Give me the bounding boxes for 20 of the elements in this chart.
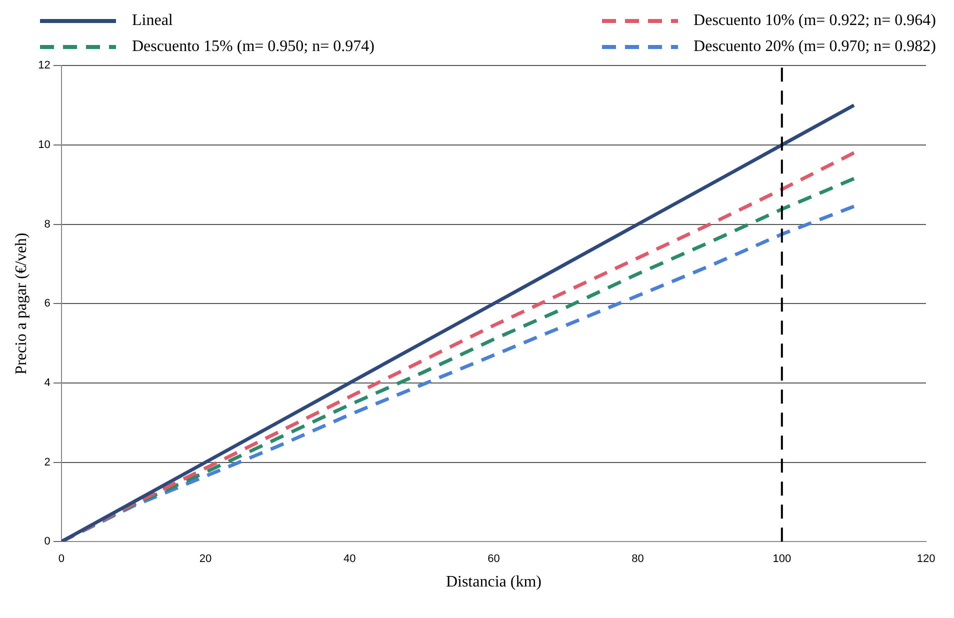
x-tick-label: 20: [199, 553, 212, 566]
x-tick-label: 100: [772, 553, 792, 566]
x-tick-label: 120: [916, 553, 936, 566]
x-tick-label: 0: [58, 553, 64, 566]
y-axis-title: Precio a pagar (€/veh): [12, 232, 30, 374]
y-tick-label: 12: [38, 60, 50, 72]
y-tick-label: 8: [44, 218, 50, 230]
x-axis-title: Distancia (km): [446, 574, 542, 591]
legend-label: Descuento 15% (m= 0.950; n= 0.974): [132, 38, 374, 56]
x-tick-label: 60: [488, 553, 500, 566]
y-tick-label: 6: [44, 298, 50, 310]
x-tick-label: 80: [632, 553, 644, 566]
legend-label: Descuento 20% (m= 0.970; n= 0.982): [694, 38, 936, 56]
y-tick-label: 4: [44, 376, 50, 389]
x-tick-label: 40: [344, 553, 356, 566]
y-tick-label: 2: [44, 456, 50, 468]
y-tick-label: 10: [38, 138, 50, 151]
legend-label: Descuento 10% (m= 0.922; n= 0.964): [694, 12, 936, 30]
legend-label: Lineal: [132, 12, 173, 30]
y-tick-label: 0: [44, 536, 50, 548]
